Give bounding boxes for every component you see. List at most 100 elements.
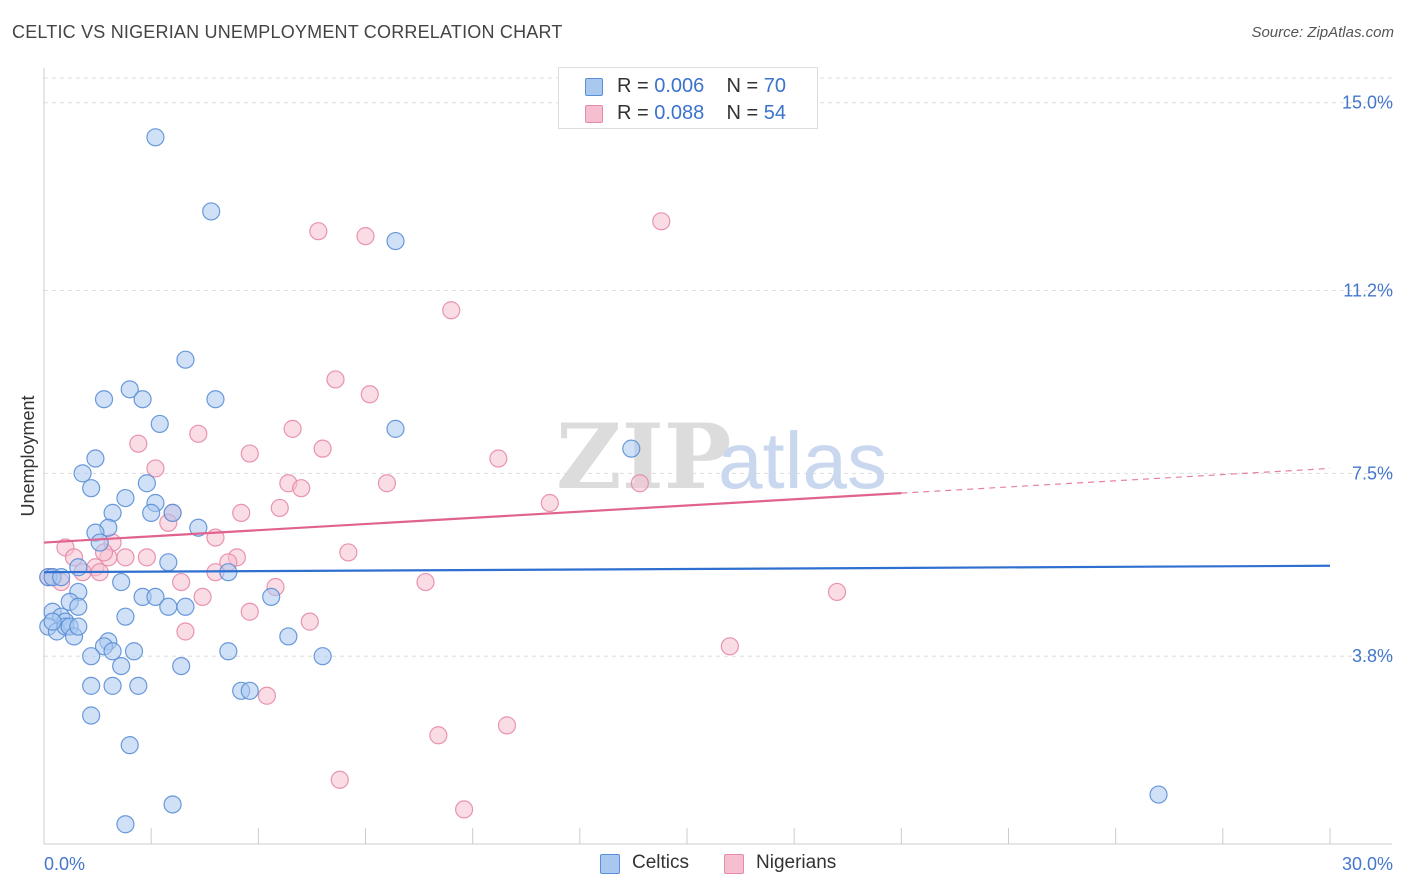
nigerians-point: [240, 444, 259, 463]
r-label: R =: [617, 75, 649, 97]
y-tick-label: 3.8%: [1352, 646, 1393, 666]
celtics-point: [146, 128, 165, 147]
celtics-point: [386, 419, 405, 438]
celtics-point: [176, 597, 195, 616]
nigerians-point: [146, 459, 165, 478]
celtics-point: [103, 642, 122, 661]
nigerians-point: [270, 498, 289, 518]
nigerians-point: [257, 686, 277, 705]
nigerians-point: [454, 800, 474, 819]
celtics-point: [90, 533, 109, 552]
nigerians-point: [300, 612, 319, 631]
celtics-points: [39, 128, 1168, 834]
nigerians-swatch: [585, 105, 603, 123]
celtics-point: [112, 572, 131, 592]
nigerians-point: [309, 222, 328, 241]
celtics-point: [1149, 785, 1168, 804]
celtics-point: [43, 612, 62, 631]
nigerians-point: [129, 434, 148, 453]
celtics-point: [103, 676, 122, 695]
celtics-point: [120, 736, 139, 755]
celtics-point: [82, 676, 101, 695]
y-tick-label: 15.0%: [1342, 93, 1393, 113]
celtics-point: [172, 656, 191, 676]
celtics-point: [137, 474, 156, 493]
stats-legend: R = 0.006 N = 70 R = 0.088 N = 54: [558, 67, 818, 129]
celtics-point: [112, 656, 131, 676]
y-tick-label: 11.2%: [1343, 281, 1393, 301]
celtics-point: [129, 676, 148, 695]
n-label: N =: [726, 75, 759, 97]
nigerians-point: [232, 503, 251, 522]
r-label: R =: [617, 102, 649, 124]
watermark-atlas: atlas: [718, 416, 887, 505]
celtics-point: [622, 439, 641, 458]
celtics-point: [116, 607, 135, 626]
celtics-point: [73, 464, 92, 483]
source-credit: Source: ZipAtlas.com: [1251, 24, 1394, 41]
nigerians-trend-line: [43, 492, 902, 544]
celtics-point: [116, 815, 135, 834]
nigerians-point: [339, 543, 358, 562]
nigerians-point: [360, 385, 379, 404]
watermark-zip: ZIP: [556, 404, 731, 510]
nigerians-point: [630, 474, 649, 493]
celtics-point: [82, 479, 101, 498]
celtics-legend-label: Celtics: [632, 852, 690, 873]
axis-layer: [43, 68, 1392, 845]
trend-lines: [43, 467, 1331, 574]
n-label: N =: [726, 102, 759, 124]
nigerians-point: [193, 587, 212, 607]
celtics-point: [206, 390, 225, 409]
celtics-point: [240, 681, 259, 700]
celtics-point: [133, 390, 152, 409]
celtics-point: [313, 647, 332, 666]
nigerians-point: [116, 548, 135, 567]
celtics-point: [159, 553, 178, 572]
nigerians-point: [827, 582, 847, 602]
celtics-trend-line: [43, 564, 1331, 574]
nigerians-point: [377, 474, 397, 493]
nigerians-r-value: 0.088: [654, 102, 705, 124]
celtics-point: [163, 503, 182, 522]
nigerians-point: [720, 637, 739, 656]
nigerians-point: [313, 439, 332, 458]
celtics-point: [120, 380, 139, 399]
nigerians-point: [292, 479, 311, 498]
nigerians-point: [240, 602, 259, 621]
celtics-point: [386, 231, 405, 251]
celtics-swatch: [585, 78, 603, 96]
tick-labels: 3.8% 7.5% 11.2% 15.0% 0.0% 30.0%: [44, 93, 1393, 874]
celtics-point: [146, 587, 165, 607]
nigerians-point: [489, 449, 508, 468]
celtics-point: [262, 587, 281, 607]
celtics-point: [124, 642, 144, 661]
celtics-point: [176, 350, 195, 369]
celtics-point: [150, 414, 169, 434]
celtics-n-value: 70: [763, 75, 787, 97]
nigerians-point: [172, 572, 191, 592]
celtics-point: [189, 518, 208, 537]
nigerians-point: [356, 227, 375, 246]
celtics-point: [116, 488, 135, 508]
celtics-point: [159, 597, 178, 616]
celtics-legend-swatch: [600, 854, 620, 874]
celtics-point: [202, 202, 221, 221]
nigerians-point: [540, 493, 559, 513]
nigerians-trend-extension: [901, 467, 1331, 494]
celtics-point: [219, 642, 238, 661]
nigerians-point: [189, 424, 208, 443]
celtics-point: [86, 449, 105, 468]
nigerians-point: [652, 212, 671, 231]
nigerians-point: [137, 548, 156, 567]
nigerians-point: [429, 726, 448, 745]
x-tick-label-max: 30.0%: [1342, 854, 1393, 874]
watermark: ZIP atlas: [556, 404, 887, 510]
y-tick-label: 7.5%: [1352, 463, 1393, 483]
nigerians-point: [416, 572, 435, 592]
celtics-point: [163, 795, 182, 814]
nigerians-n-value: 54: [763, 102, 787, 124]
celtics-r-value: 0.006: [654, 75, 705, 97]
nigerians-point: [442, 301, 461, 320]
